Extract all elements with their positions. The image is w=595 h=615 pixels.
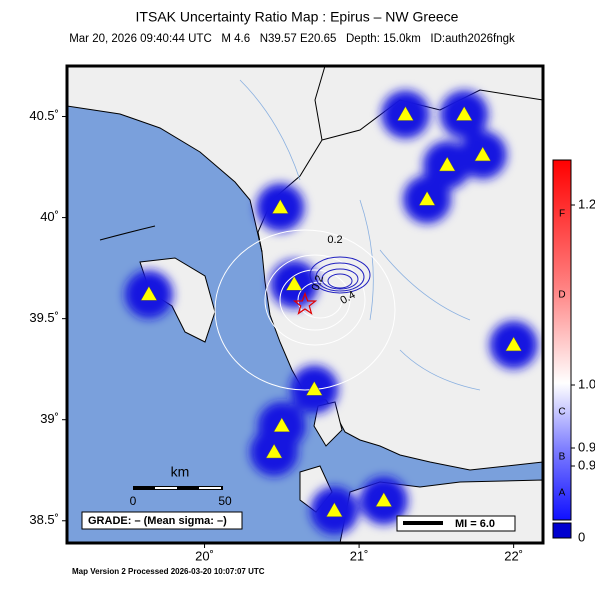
station [140, 285, 158, 301]
station [438, 156, 456, 172]
x-tick-label: 20˚ [195, 548, 214, 563]
map-area: 0.20.20.4 [67, 66, 543, 543]
footer: Map Version 2 Processed 2026-03-20 10:07… [72, 567, 265, 576]
map-frame [65, 64, 545, 545]
colorbar-under-label: 0 [578, 529, 585, 544]
y-tick-label: 39.5˚ [29, 310, 59, 325]
colorbar-tick-label: 1.0 [578, 376, 595, 391]
colorbar-tick-label: 1.2 [578, 196, 595, 211]
epicenter [292, 291, 318, 315]
station [285, 275, 303, 291]
contour-label: 0.2 [310, 274, 327, 292]
border [257, 66, 326, 253]
scale-start: 0 [130, 494, 137, 508]
contour-label: 0.2 [327, 234, 342, 246]
mi-box [396, 515, 516, 532]
scale-bar: km 0 50 [130, 464, 232, 508]
grade-letter: A [559, 488, 566, 499]
scale-end: 50 [218, 494, 232, 508]
station [474, 146, 492, 162]
station [375, 492, 393, 507]
x-tick-label: 22˚ [504, 548, 523, 563]
colorbar [552, 159, 572, 521]
y-tick-label: 40˚ [40, 209, 59, 224]
mi-line [403, 521, 443, 525]
station [418, 190, 436, 206]
station [397, 106, 414, 121]
contours-blue [309, 256, 371, 294]
subtitle: Mar 20, 2026 09:40:44 UTC M 4.6 N39.57 E… [69, 33, 515, 45]
station [271, 198, 289, 214]
y-tick-label: 38.5˚ [29, 512, 59, 527]
station [273, 417, 291, 433]
grade-letter: C [558, 407, 565, 418]
grade-letter: B [559, 452, 566, 463]
title: ITSAK Uncertainty Ratio Map : Epirus – N… [136, 9, 459, 25]
x-tick-label: 21˚ [350, 548, 369, 563]
colorbar-under [552, 522, 572, 539]
station [265, 443, 283, 459]
y-tick-label: 39˚ [40, 411, 59, 426]
grade-box [81, 511, 243, 530]
grade-letter: D [558, 290, 565, 301]
grade-letter: F [559, 209, 565, 220]
river [239, 79, 481, 391]
colorbar-tick-label: 0.9 [578, 457, 595, 472]
station [455, 106, 473, 121]
grade-text: GRADE: – (Mean sigma: –) [88, 515, 227, 527]
coast-line [99, 225, 156, 241]
station [325, 502, 343, 517]
station [305, 380, 323, 396]
y-tick-label: 40.5˚ [29, 108, 59, 123]
colorbar-tick-label: 0.9 [578, 439, 595, 454]
station [505, 336, 523, 352]
mi-legend: MI = 6.0 [455, 518, 495, 530]
contours [214, 229, 396, 391]
scale-unit: km [171, 464, 190, 480]
